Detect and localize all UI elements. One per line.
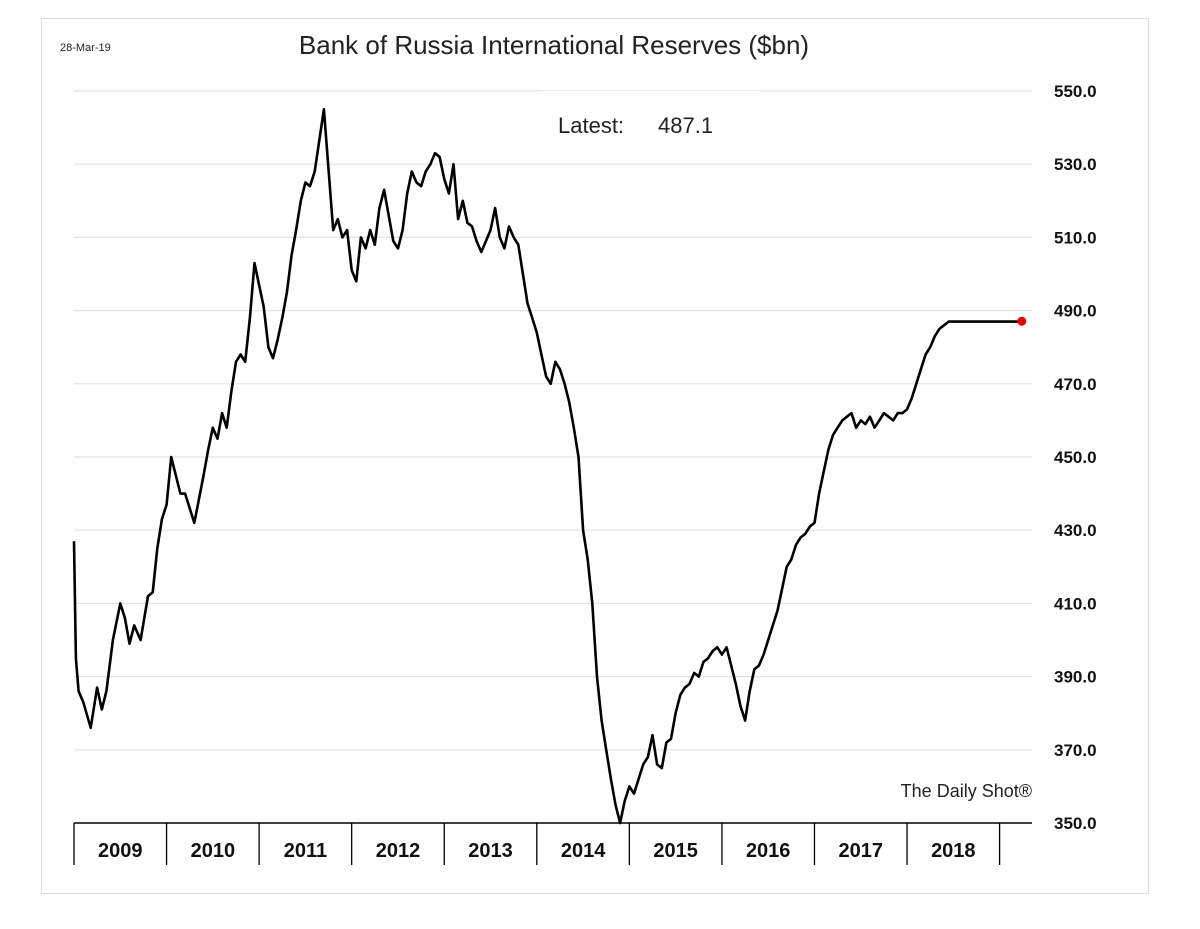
y-tick-label: 510.0: [1054, 228, 1097, 247]
y-tick-label: 370.0: [1054, 741, 1097, 760]
x-tick-label: 2009: [98, 840, 142, 862]
x-tick-label: 2018: [931, 840, 976, 862]
series-line-0: [72, 108, 1022, 825]
chart-frame: 28-Mar-19 Bank of Russia International R…: [41, 18, 1149, 894]
x-tick-label: 2014: [561, 840, 606, 862]
y-tick-label: 350.0: [1054, 814, 1097, 833]
x-axis: 2009 2010 2011 2012 2013 2014 2015 2016 2017 2018: [73, 822, 1032, 865]
y-axis-ticks: 550.0 530.0 510.0 490.0 470.0 450.0 430.0 410.0…: [1054, 82, 1097, 833]
y-tick-label: 490.0: [1054, 302, 1097, 321]
source-credit: The Daily Shot®: [901, 781, 1032, 801]
x-tick-label: 2015: [653, 840, 698, 862]
y-tick-label: 450.0: [1054, 448, 1097, 467]
latest-value: 487.1: [658, 113, 713, 138]
y-tick-label: 550.0: [1054, 82, 1097, 101]
latest-label: Latest:: [558, 113, 624, 138]
gridlines: [74, 90, 1032, 751]
y-tick-label: 430.0: [1054, 521, 1097, 540]
chart-title: Bank of Russia International Reserves ($…: [299, 30, 809, 60]
y-tick-label: 470.0: [1054, 375, 1097, 394]
y-tick-label: 530.0: [1054, 155, 1097, 174]
x-tick-label: 2013: [468, 840, 513, 862]
x-tick-label: 2016: [746, 840, 791, 862]
latest-point-marker: [1017, 316, 1027, 326]
latest-box: [540, 91, 760, 141]
x-tick-label: 2017: [839, 840, 884, 862]
x-tick-label: 2010: [191, 840, 236, 862]
series-group: [72, 108, 1027, 825]
date-label: 28-Mar-19: [60, 42, 111, 54]
y-tick-label: 410.0: [1054, 594, 1097, 613]
x-tick-label: 2012: [376, 840, 421, 862]
chart-canvas: 28-Mar-19 Bank of Russia International R…: [60, 30, 1097, 865]
x-tick-label: 2011: [284, 840, 327, 862]
y-tick-label: 390.0: [1054, 668, 1097, 687]
